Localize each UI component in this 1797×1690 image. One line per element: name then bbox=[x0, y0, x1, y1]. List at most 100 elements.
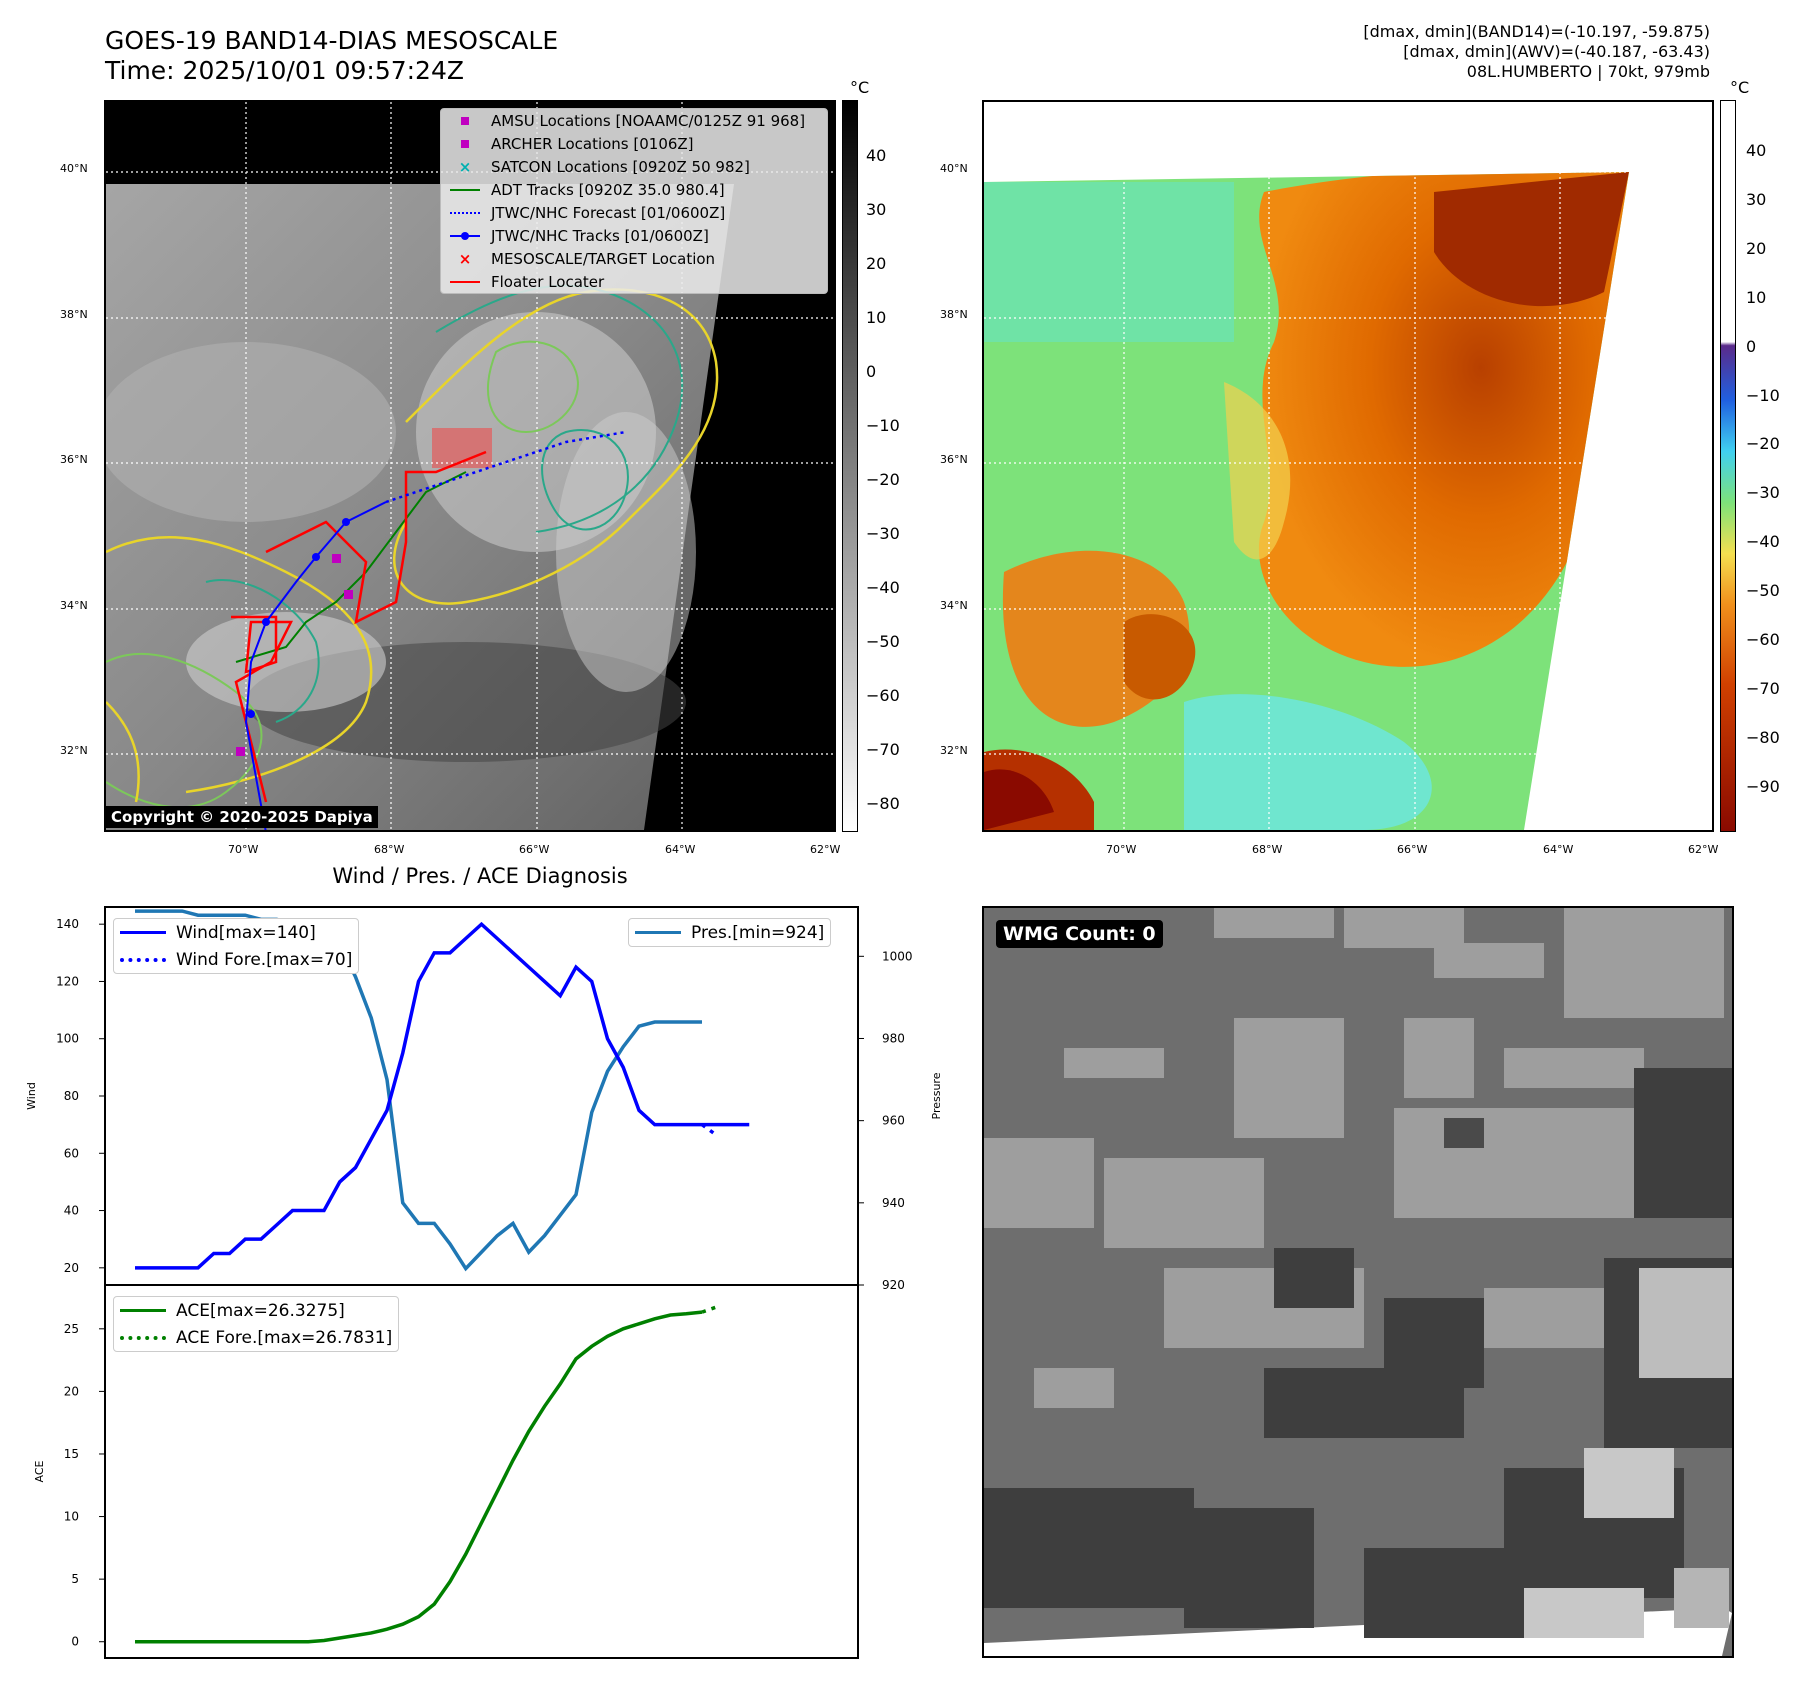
wmg-panel: WMG Count: 0 bbox=[982, 906, 1734, 1658]
colorbar-tick-label: −60 bbox=[866, 686, 900, 705]
colorbar-tick-label: −80 bbox=[866, 794, 900, 813]
colorbar-tick-label: −30 bbox=[1746, 483, 1780, 503]
color-lon-label-62: 62°W bbox=[1688, 843, 1719, 856]
legend-marker-icon bbox=[447, 211, 483, 214]
ace-y-tick-label: 10 bbox=[64, 1510, 79, 1524]
color-colorbar-unit: °C bbox=[1730, 78, 1750, 97]
pressure-legend-label: Pres.[min=924] bbox=[691, 922, 825, 943]
ace-plot-frame bbox=[104, 1284, 859, 1659]
wind-y-tick-label: 20 bbox=[64, 1261, 79, 1275]
map-legend-label: AMSU Locations [NOAAMC/0125Z 91 968] bbox=[491, 111, 806, 130]
map-legend-label: SATCON Locations [0920Z 50 982] bbox=[491, 157, 750, 176]
ace-y-tick-label: 25 bbox=[64, 1322, 79, 1336]
pressure-series-line bbox=[135, 909, 702, 1272]
pressure-y-tick-label: 940 bbox=[882, 1196, 905, 1210]
pressure-legend: Pres.[min=924] bbox=[628, 918, 832, 947]
colorbar-tick-label: −70 bbox=[1746, 678, 1780, 698]
color-lat-label-34: 34°N bbox=[940, 599, 968, 612]
lon-label-64: 64°W bbox=[665, 843, 696, 856]
lat-label-36: 36°N bbox=[60, 453, 88, 466]
title-line-1: GOES-19 BAND14-DIAS MESOSCALE bbox=[105, 26, 559, 55]
wind-y-tick-label: 40 bbox=[64, 1204, 79, 1218]
legend-marker-icon bbox=[447, 116, 483, 125]
wind-legend-label: Wind[max=140] bbox=[176, 922, 316, 943]
wind-y-tick-label: 140 bbox=[56, 917, 79, 931]
pressure-y-tick-label: 1000 bbox=[882, 949, 913, 963]
map-legend-label: MESOSCALE/TARGET Location bbox=[491, 249, 716, 268]
ace-legend-item: ACE[max=26.3275] bbox=[114, 1297, 398, 1324]
figure-title: GOES-19 BAND14-DIAS MESOSCALE Time: 2025… bbox=[105, 26, 558, 86]
ace-axis-label: ACE bbox=[33, 1460, 46, 1482]
wmg-count-label: WMG Count: 0 bbox=[996, 920, 1163, 948]
map-legend-label: ADT Tracks [0920Z 35.0 980.4] bbox=[491, 180, 725, 199]
colorbar-tick-label: −80 bbox=[1746, 727, 1780, 747]
map-legend-item: JTWC/NHC Tracks [01/0600Z] bbox=[441, 224, 827, 247]
map-legend-item: JTWC/NHC Forecast [01/0600Z] bbox=[441, 201, 827, 224]
ace-fore-legend-label: ACE Fore.[max=26.7831] bbox=[176, 1327, 393, 1348]
lat-label-34: 34°N bbox=[60, 599, 88, 612]
colorbar-tick-label: −90 bbox=[1746, 776, 1780, 796]
colorbar-tick-label: −40 bbox=[1746, 532, 1780, 552]
colorbar-tick-label: −20 bbox=[866, 470, 900, 489]
ace-legend-label: ACE[max=26.3275] bbox=[176, 1300, 345, 1321]
pressure-y-tick-label: 980 bbox=[882, 1031, 905, 1045]
pressure-y-tick-label: 960 bbox=[882, 1114, 905, 1128]
info-line-2: [dmax, dmin](AWV)=(-40.187, -63.43) bbox=[1403, 42, 1710, 61]
ace-y-tick-label: 5 bbox=[71, 1572, 79, 1586]
colorbar-tick-label: −40 bbox=[866, 578, 900, 597]
legend-marker-icon bbox=[447, 280, 483, 283]
map-legend-label: JTWC/NHC Tracks [01/0600Z] bbox=[491, 226, 709, 245]
color-lat-label-40: 40°N bbox=[940, 162, 968, 175]
color-lat-label-38: 38°N bbox=[940, 308, 968, 321]
wind-y-tick-label: 60 bbox=[64, 1146, 79, 1160]
map-legend-label: ARCHER Locations [0106Z] bbox=[491, 134, 694, 153]
lon-label-62: 62°W bbox=[810, 843, 841, 856]
color-lat-label-32: 32°N bbox=[940, 744, 968, 757]
map-legend-item: ARCHER Locations [0106Z] bbox=[441, 132, 827, 155]
legend-marker-icon bbox=[447, 139, 483, 148]
title-line-2: Time: 2025/10/01 09:57:24Z bbox=[105, 56, 464, 85]
color-lat-label-36: 36°N bbox=[940, 453, 968, 466]
colorbar-tick-label: −20 bbox=[1746, 434, 1780, 454]
ace-fore-legend-item: ACE Fore.[max=26.7831] bbox=[114, 1324, 398, 1351]
colorbar-tick-label: −50 bbox=[1746, 581, 1780, 601]
colorbar-tick-label: −10 bbox=[866, 416, 900, 435]
colorbar-tick-label: 30 bbox=[866, 200, 887, 219]
wind-fore-legend-label: Wind Fore.[max=70] bbox=[176, 949, 353, 970]
ace-y-tick-label: 15 bbox=[64, 1447, 79, 1461]
lat-label-32: 32°N bbox=[60, 744, 88, 757]
legend-marker-icon bbox=[447, 188, 483, 191]
colorbar-tick-label: 0 bbox=[1746, 336, 1757, 356]
diagnosis-chart-title: Wind / Pres. / ACE Diagnosis bbox=[332, 864, 628, 888]
wind-legend: Wind[max=140] Wind Fore.[max=70] bbox=[113, 918, 360, 974]
info-line-1: [dmax, dmin](BAND14)=(-10.197, -59.875) bbox=[1363, 22, 1710, 41]
color-lon-label-68: 68°W bbox=[1252, 843, 1283, 856]
wind-fore-legend-item: Wind Fore.[max=70] bbox=[114, 946, 358, 973]
lon-label-70: 70°W bbox=[228, 843, 259, 856]
ir-map-panel: AMSU Locations [NOAAMC/0125Z 91 968] ARCH… bbox=[104, 100, 836, 832]
pressure-y-tick-label: 920 bbox=[882, 1278, 905, 1292]
color-colorbar bbox=[1720, 100, 1736, 832]
colorbar-tick-label: 0 bbox=[866, 362, 877, 381]
wind-series-line bbox=[135, 921, 750, 1270]
colorbar-tick-label: −30 bbox=[866, 524, 900, 543]
lat-label-40: 40°N bbox=[60, 162, 88, 175]
lat-label-38: 38°N bbox=[60, 308, 88, 321]
colorbar-tick-label: −50 bbox=[866, 632, 900, 651]
map-legend-item: × MESOSCALE/TARGET Location bbox=[441, 247, 827, 270]
pressure-legend-item: Pres.[min=924] bbox=[629, 919, 830, 946]
color-lon-label-66: 66°W bbox=[1397, 843, 1428, 856]
colorbar-tick-label: 10 bbox=[1746, 287, 1767, 307]
colorbar-tick-label: 30 bbox=[1746, 189, 1767, 209]
lon-label-66: 66°W bbox=[519, 843, 550, 856]
info-block: [dmax, dmin](BAND14)=(-10.197, -59.875) … bbox=[1363, 22, 1710, 82]
legend-marker-icon: × bbox=[458, 157, 472, 176]
copyright-label: Copyright © 2020-2025 Dapiya bbox=[106, 806, 378, 828]
colorbar-tick-label: 40 bbox=[1746, 141, 1767, 160]
ace-y-tick-label: 20 bbox=[64, 1384, 79, 1398]
colorbar-tick-label: 40 bbox=[866, 146, 887, 165]
ace-forecast-line bbox=[701, 1304, 719, 1314]
color-map-panel bbox=[982, 100, 1714, 832]
color-lon-label-70: 70°W bbox=[1106, 843, 1137, 856]
